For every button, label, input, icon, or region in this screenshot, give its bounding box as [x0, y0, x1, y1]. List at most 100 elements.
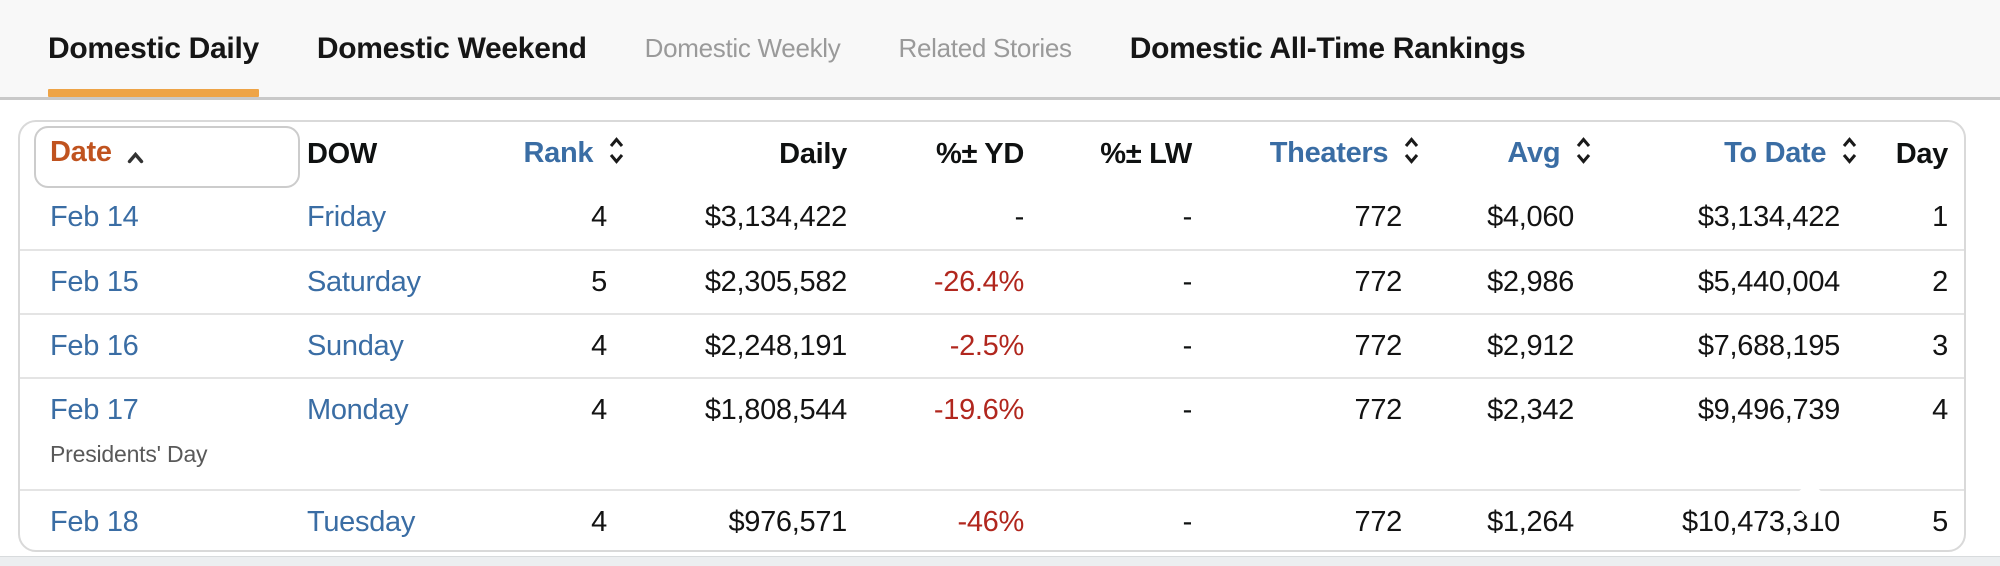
cell-date: Feb 18: [20, 489, 280, 550]
cell-pct-yd: -: [1014, 201, 1025, 233]
cell-avg: $4,060: [1487, 201, 1574, 233]
cell-dow: Sunday: [280, 313, 510, 378]
column-label: %± LW: [1100, 137, 1192, 170]
column-label: Day: [1895, 137, 1949, 170]
cell-day: 1: [1932, 201, 1948, 233]
tab-domestic-weekly[interactable]: Domestic Weekly: [645, 0, 841, 97]
cell-daily: $3,134,422: [704, 201, 847, 233]
table-row: Feb 18 Tuesday 4 $976,571 -46% - 772 $1,…: [20, 489, 1964, 550]
cell-pct-lw: -: [1037, 489, 1205, 550]
column-label: Rank: [523, 136, 594, 169]
tab-domestic-all-time-rankings[interactable]: Domestic All-Time Rankings: [1130, 0, 1526, 97]
cell-date: Feb 17 Presidents' Day: [20, 377, 280, 490]
page-bottom-strip: [0, 556, 2000, 566]
tab-domestic-weekend[interactable]: Domestic Weekend: [317, 0, 587, 97]
dow-link[interactable]: Saturday: [307, 265, 421, 298]
sort-both-icon: [1404, 135, 1419, 174]
column-label: To Date: [1724, 136, 1827, 169]
cell-to-date: $5,440,004: [1587, 249, 1853, 314]
tab-label: Domestic Weekly: [644, 33, 841, 63]
sort-both-icon: [609, 135, 624, 174]
column-header-daily: Daily: [620, 122, 860, 186]
column-label: %± YD: [935, 137, 1024, 170]
cell-rank: 5: [510, 249, 620, 314]
cell-day: 4: [1853, 377, 1964, 490]
cell-rank: 4: [510, 313, 620, 378]
table-row: Feb 16 Sunday 4 $2,248,191 -2.5% - 772 $…: [20, 313, 1964, 378]
column-header-avg[interactable]: Avg: [1415, 122, 1591, 186]
cell-theaters: 772: [1205, 489, 1415, 550]
table-row: Feb 14 Friday 4 $3,134,422 - - 772 $4,06…: [20, 186, 1964, 250]
holiday-note: Presidents' Day: [50, 441, 208, 467]
date-link[interactable]: Feb 15: [50, 265, 139, 298]
date-link[interactable]: Feb 16: [50, 329, 139, 362]
header-row: Date DOW Rank Daily: [20, 122, 1964, 186]
column-header-pct-yd: %± YD: [860, 122, 1037, 186]
column-header-rank[interactable]: Rank: [510, 122, 624, 186]
cell-date: Feb 15: [20, 249, 280, 314]
sort-asc-icon: [127, 140, 144, 173]
column-header-day: Day: [1853, 122, 1964, 186]
cell-dow: Saturday: [280, 249, 510, 314]
column-label: Theaters: [1269, 136, 1389, 169]
cell-pct-yd: -19.6%: [860, 377, 1037, 490]
daily-box-office-table: Date DOW Rank Daily: [20, 122, 1964, 550]
cell-date: Feb 14: [20, 186, 280, 250]
cell-pct-lw: -: [1037, 377, 1205, 490]
tab-bar: Domestic Daily Domestic Weekend Domestic…: [0, 0, 2000, 100]
cell-pct-yd: -46%: [860, 489, 1037, 550]
cell-theaters: 772: [1205, 249, 1415, 314]
column-header-theaters[interactable]: Theaters: [1205, 122, 1419, 186]
cell-avg: $2,912: [1415, 313, 1587, 378]
cell-rank: 4: [510, 377, 620, 490]
tab-label: Related Stories: [898, 33, 1073, 63]
column-label: Daily: [779, 137, 847, 170]
tab-label: Domestic Weekend: [316, 31, 587, 65]
column-label: DOW: [307, 137, 377, 170]
column-header-date[interactable]: Date: [20, 122, 280, 186]
cell-daily: $1,808,544: [620, 377, 860, 490]
dow-link[interactable]: Monday: [307, 394, 409, 426]
cell-to-date: $3,134,422: [1697, 201, 1840, 233]
cell-rank: 4: [510, 489, 620, 550]
dow-link[interactable]: Sunday: [307, 329, 404, 362]
tab-related-stories[interactable]: Related Stories: [898, 0, 1073, 97]
cell-day: 5: [1853, 489, 1964, 550]
cell-pct-yd: -2.5%: [860, 313, 1037, 378]
cell-theaters: 772: [1354, 201, 1403, 233]
cell-daily: $976,571: [620, 489, 860, 550]
sort-both-icon: [1842, 135, 1857, 174]
cell-day: 3: [1853, 313, 1964, 378]
column-header-to-date[interactable]: To Date: [1587, 122, 1857, 186]
date-link[interactable]: Feb 14: [50, 201, 139, 233]
cell-avg: $2,986: [1415, 249, 1587, 314]
cell-to-date: $7,688,195: [1587, 313, 1853, 378]
date-link[interactable]: Feb 18: [50, 506, 139, 538]
dow-link[interactable]: Friday: [307, 201, 386, 233]
cell-dow: Tuesday: [280, 489, 510, 550]
cell-day: 2: [1853, 249, 1964, 314]
tab-domestic-daily[interactable]: Domestic Daily: [48, 0, 259, 97]
cell-avg: $2,342: [1415, 377, 1587, 490]
cell-daily: $2,248,191: [620, 313, 860, 378]
cell-date: Feb 16: [20, 313, 280, 378]
cell-dow: Monday: [280, 377, 510, 490]
sort-both-icon: [1576, 135, 1591, 174]
tab-label: Domestic All-Time Rankings: [1129, 31, 1526, 65]
cell-theaters: 772: [1205, 313, 1415, 378]
column-label: Avg: [1507, 136, 1561, 169]
dow-link[interactable]: Tuesday: [307, 506, 416, 538]
column-label: Date: [50, 135, 112, 168]
active-tab-underline: [48, 89, 259, 97]
cell-pct-lw: -: [1182, 201, 1193, 233]
column-header-dow: DOW: [280, 122, 510, 186]
cell-to-date: $9,496,739: [1587, 377, 1853, 490]
cell-rank: 4: [591, 201, 607, 233]
daily-box-office-table-card: Date DOW Rank Daily: [18, 120, 1966, 552]
date-link[interactable]: Feb 17: [50, 394, 139, 426]
cell-avg: $1,264: [1415, 489, 1587, 550]
tab-label: Domestic Daily: [48, 31, 259, 65]
cell-pct-lw: -: [1037, 313, 1205, 378]
cell-pct-lw: -: [1037, 249, 1205, 314]
cell-dow: Friday: [280, 186, 510, 250]
